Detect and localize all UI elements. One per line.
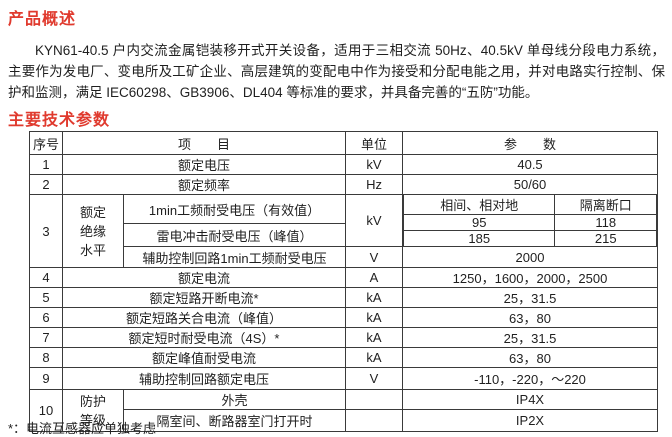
row8-item-cell: 额定峰值耐受电流 (61, 347, 347, 368)
overview-section-title: 产品概述 (8, 11, 77, 28)
row7-no-cell: 7 (29, 327, 63, 348)
row3a-item-cell: 1min工频耐受电压（有效值） (122, 193, 347, 225)
table-row-1: 1 额定电压 kV 40.5 (29, 154, 659, 175)
row10a-unit-cell (345, 389, 404, 410)
row5-no-cell: 5 (29, 287, 63, 308)
row6-unit-cell: kA (345, 307, 404, 328)
header-item-cell: 项 目 (61, 131, 347, 155)
subtable-header-row: 相间、相对地 隔离断口 (403, 195, 657, 215)
row9-value-cell: -110，-220，～220 (402, 367, 659, 390)
subtable-imp-phase-cell: 185 (403, 230, 556, 246)
row3-no-cell: 3 (29, 194, 63, 268)
table-row-2: 2 额定频率 Hz 50/60 (29, 174, 659, 195)
row9-item-cell: 辅助控制回路额定电压 (61, 367, 347, 390)
header-value-cell: 参 数 (402, 131, 659, 155)
row2-item-cell: 额定频率 (61, 174, 347, 195)
row4-item-cell: 额定电流 (61, 267, 347, 288)
row7-value-cell: 25，31.5 (402, 327, 659, 348)
row3-group-label-cell: 额定 绝缘 水平 (62, 194, 124, 268)
row5-item-cell: 额定短路开断电流* (61, 287, 347, 308)
table-row-10a: 10 防护 等级 外壳 IP4X (29, 389, 659, 432)
insulation-subtable: 相间、相对地 隔离断口 95 118 185 215 (403, 195, 657, 246)
row8-value-cell: 63，80 (402, 347, 659, 368)
row3b-item-cell: 雷电冲击耐受电压（峰值） (122, 223, 347, 247)
row2-unit-cell: Hz (345, 174, 404, 195)
row6-item-cell: 额定短路关合电流（峰值） (61, 307, 347, 328)
row3c-value-cell: 2000 (402, 246, 659, 268)
row4-unit-cell: A (345, 267, 404, 288)
table-row-4: 4 额定电流 A 1250，1600，2000，2500 (29, 267, 659, 288)
tech-params-table: 序号 项 目 单位 参 数 1 额定电压 kV 40.5 2 额定频率 Hz 5… (29, 131, 659, 432)
row7-item-cell: 额定短时耐受电流（4S）* (61, 327, 347, 348)
table-row-6: 6 额定短路关合电流（峰值） kA 63，80 (29, 307, 659, 328)
row10b-value-cell: IP2X (402, 409, 659, 432)
row5-unit-cell: kA (345, 287, 404, 308)
row6-no-cell: 6 (29, 307, 63, 328)
subtable-imp-gap-cell: 215 (554, 230, 657, 246)
table-row-8: 8 额定峰值耐受电流 kA 63，80 (29, 347, 659, 368)
tech-params-section-title: 主要技术参数 (8, 112, 111, 129)
overview-paragraph: KYN61-40.5 户内交流金属铠装移开式开关设备，适用于三相交流 50Hz、… (8, 42, 665, 100)
row1-value-cell: 40.5 (402, 154, 659, 175)
header-unit-cell: 单位 (345, 131, 404, 155)
row4-value-cell: 1250，1600，2000，2500 (402, 267, 659, 288)
row2-value-cell: 50/60 (402, 174, 659, 195)
table-row-9: 9 辅助控制回路额定电压 V -110，-220，～220 (29, 367, 659, 390)
row10a-value-cell: IP4X (402, 389, 659, 410)
subtable-pf-gap-cell: 118 (554, 214, 657, 231)
row3c-item-cell: 辅助控制回路1min工频耐受电压 (122, 246, 347, 268)
table-row-3c: 辅助控制回路1min工频耐受电压 V 2000 (30, 246, 659, 268)
subtable-row-impulse: 185 215 (403, 230, 657, 246)
subtable-header-phase-cell: 相间、相对地 (403, 195, 556, 215)
row8-no-cell: 8 (29, 347, 63, 368)
header-no-cell: 序号 (29, 131, 63, 155)
row4-no-cell: 4 (29, 267, 63, 288)
row2-no-cell: 2 (29, 174, 63, 195)
table-row-10b: 隔室间、断路器室门打开时 IP2X (30, 409, 659, 432)
row1-item-cell: 额定电压 (61, 154, 347, 175)
row5-value-cell: 25，31.5 (402, 287, 659, 308)
row1-unit-cell: kV (345, 154, 404, 175)
row3ab-unit-cell: kV (345, 194, 404, 247)
table-row-5: 5 额定短路开断电流* kA 25，31.5 (29, 287, 659, 308)
row6-value-cell: 63，80 (402, 307, 659, 328)
footnote-current-transformer: *：电流互感器应单独考虑 (8, 421, 157, 436)
row7-unit-cell: kA (345, 327, 404, 348)
row10a-item-cell: 外壳 (122, 389, 347, 410)
row8-unit-cell: kA (345, 347, 404, 368)
row3c-unit-cell: V (345, 246, 404, 268)
row9-unit-cell: V (345, 367, 404, 390)
row1-no-cell: 1 (29, 154, 63, 175)
table-row-7: 7 额定短时耐受电流（4S）* kA 25，31.5 (29, 327, 659, 348)
table-row-3a: 3 额定 绝缘 水平 1min工频耐受电压（有效值） kV 相间、相对地 隔离断… (29, 193, 659, 268)
row9-no-cell: 9 (29, 367, 63, 390)
subtable-header-gap-cell: 隔离断口 (554, 195, 657, 215)
subtable-row-power-freq: 95 118 (403, 214, 657, 231)
table-header-row: 序号 项 目 单位 参 数 (29, 131, 659, 155)
row10b-unit-cell (345, 409, 404, 432)
table-row-3b: 雷电冲击耐受电压（峰值） (30, 223, 658, 247)
row3-subtable-cell: 相间、相对地 隔离断口 95 118 185 215 (402, 194, 659, 247)
row10b-item-cell: 隔室间、断路器室门打开时 (122, 409, 347, 432)
subtable-pf-phase-cell: 95 (403, 214, 556, 231)
